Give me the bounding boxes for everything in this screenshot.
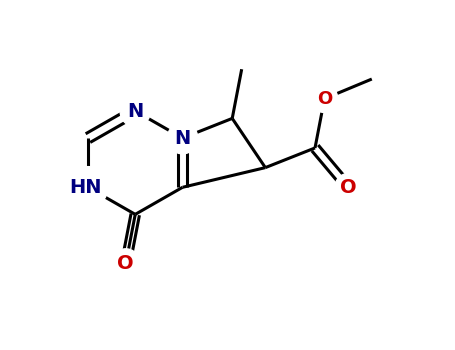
Text: N: N <box>174 128 191 148</box>
Text: O: O <box>117 254 134 273</box>
Text: O: O <box>317 90 332 108</box>
Circle shape <box>68 167 108 208</box>
Circle shape <box>311 85 338 112</box>
Circle shape <box>167 122 197 154</box>
Circle shape <box>120 95 151 127</box>
Text: HN: HN <box>69 178 102 197</box>
Circle shape <box>335 174 361 201</box>
Text: N: N <box>127 102 143 120</box>
Circle shape <box>111 249 140 278</box>
Text: O: O <box>340 178 356 197</box>
